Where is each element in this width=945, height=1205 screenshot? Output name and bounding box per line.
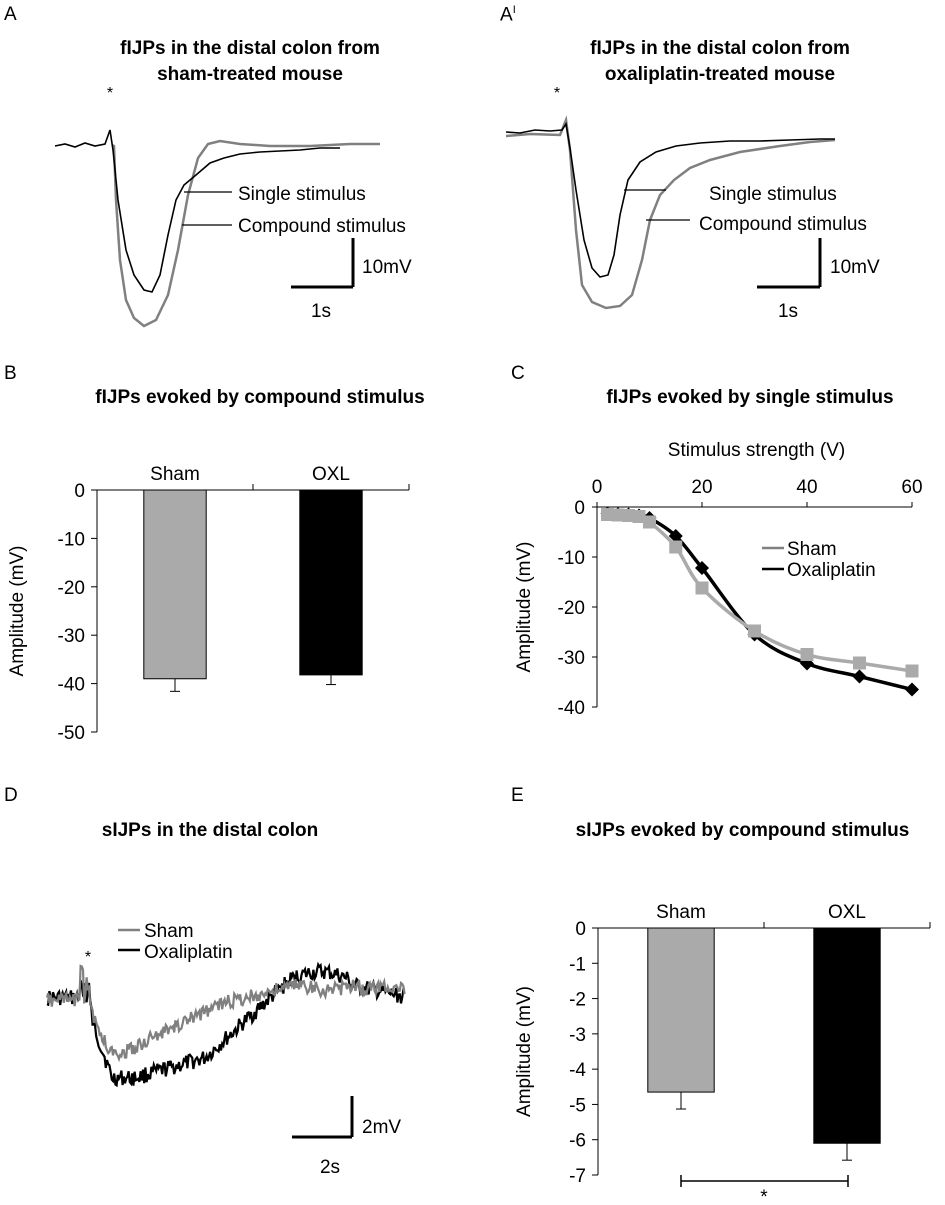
chart-b: 0 -10 -20 -30 -40 -50 Sham OXL Amplitude (mV) bbox=[7, 464, 410, 744]
panel-a-compound-trace bbox=[111, 139, 380, 328]
panel-letter-a-prime-sup: I bbox=[512, 4, 516, 16]
chart-e-bar-sham bbox=[647, 927, 715, 1093]
panel-a-prime-title: fIJPs in the distal colon from oxaliplat… bbox=[530, 36, 910, 88]
panel-a-prime-compound-label: Compound stimulus bbox=[699, 214, 867, 235]
chart-c-point-sham bbox=[611, 508, 625, 522]
chart-b-y-tick-label: -20 bbox=[58, 578, 85, 599]
chart-b-category-label-oxl: OXL bbox=[312, 464, 350, 485]
panel-letter-b: B bbox=[4, 363, 17, 384]
chart-c-y-tick-label: 0 bbox=[574, 498, 585, 519]
chart-b-bar-oxl bbox=[299, 489, 363, 676]
chart-c-point-sham bbox=[695, 581, 709, 595]
chart-c-point-sham bbox=[669, 540, 683, 554]
chart-e-category-label-sham: Sham bbox=[656, 902, 706, 923]
panel-d-star: * bbox=[85, 949, 91, 966]
chart-c-point-sham bbox=[622, 509, 635, 522]
panel-d-legend-sham-label: Sham bbox=[144, 921, 194, 942]
chart-c-point-sham bbox=[905, 664, 919, 678]
chart-c-x-tick-label: 0 bbox=[592, 477, 603, 498]
chart-e-y-tick-label: -2 bbox=[569, 990, 586, 1011]
chart-c-point-oxaliplatin bbox=[905, 682, 919, 697]
chart-c-x-tick-label: 40 bbox=[796, 477, 817, 498]
panel-letter-a-prime-base: A bbox=[500, 4, 513, 26]
panel-d-title: sIJPs in the distal colon bbox=[101, 820, 319, 841]
chart-b-bar-sham bbox=[143, 489, 207, 680]
chart-e-y-tick-label: -1 bbox=[569, 954, 586, 975]
chart-c-point-oxaliplatin bbox=[668, 529, 683, 543]
chart-c-y-tick-label: -40 bbox=[558, 698, 585, 719]
chart-b-y-tick-label: -50 bbox=[58, 723, 85, 744]
panel-d-scale-t-label: 2s bbox=[320, 1157, 340, 1178]
chart-c-y-tick-label: -20 bbox=[558, 598, 585, 619]
chart-c-y-axis-label: Amplitude (mV) bbox=[514, 542, 535, 673]
panel-a-single-label: Single stimulus bbox=[238, 184, 366, 205]
chart-b-y-tick-label: -30 bbox=[58, 626, 85, 647]
panel-letter-c: C bbox=[511, 363, 525, 384]
chart-e-y-tick-label: -3 bbox=[569, 1025, 586, 1046]
panel-a-title-line1: fIJPs in the distal colon from bbox=[120, 38, 380, 59]
chart-c: 0 20 40 60 0 -10 -20 -30 -40 Stimulus strength (V… bbox=[514, 440, 923, 719]
chart-b-category-label-sham: Sham bbox=[150, 464, 200, 485]
panel-a-prime-traces: * Single stimulus Compound stimulus 10mV… bbox=[505, 85, 880, 322]
chart-e-y-tick-label: 0 bbox=[575, 919, 586, 940]
chart-c-x-tick-label: 60 bbox=[901, 477, 922, 498]
panel-letter-d: D bbox=[4, 785, 18, 806]
panel-a-prime-title-line2: oxaliplatin-treated mouse bbox=[604, 64, 836, 85]
panel-d-traces: Sham Oxaliplatin * 2mV 2s bbox=[45, 921, 406, 1178]
panel-a-star: * bbox=[107, 85, 113, 102]
chart-b-y-axis-label: Amplitude (mV) bbox=[7, 546, 28, 677]
panel-e-title: sIJPs evoked by compound stimulus bbox=[575, 820, 910, 841]
panel-a-title-line2: sham-treated mouse bbox=[157, 64, 343, 85]
chart-b-y-tick-label: -40 bbox=[58, 675, 85, 696]
panel-b-title: fIJPs evoked by compound stimulus bbox=[95, 387, 425, 408]
chart-c-y-tick-label: -30 bbox=[558, 648, 585, 669]
chart-c-x-axis-label: Stimulus strength (V) bbox=[668, 440, 845, 461]
chart-c-legend-label-sham: Sham bbox=[787, 539, 837, 560]
panel-d-legend-oxl-label: Oxaliplatin bbox=[144, 942, 233, 963]
panel-d-sham-trace bbox=[45, 964, 406, 1063]
panel-a-prime-scale-v-label: 10mV bbox=[830, 257, 880, 278]
chart-b-y-tick-label: -10 bbox=[58, 529, 85, 550]
panel-a-single-trace bbox=[54, 129, 340, 293]
panel-a-scale-t-label: 1s bbox=[311, 301, 331, 322]
panel-c-title: fIJPs evoked by single stimulus bbox=[606, 387, 894, 408]
chart-b-y-tick-label: 0 bbox=[74, 481, 85, 502]
chart-e-bar-oxl bbox=[813, 927, 881, 1144]
chart-c-point-sham bbox=[748, 624, 761, 638]
chart-c-point-oxaliplatin bbox=[852, 669, 867, 684]
chart-c-x-tick-label: 20 bbox=[691, 477, 712, 498]
panel-a-prime-single-trace bbox=[505, 121, 835, 278]
chart-c-legend-label-oxaliplatin: Oxaliplatin bbox=[787, 560, 876, 581]
panel-a-title: fIJPs in the distal colon from sham-trea… bbox=[60, 36, 440, 88]
chart-e-significance-star: * bbox=[760, 1187, 768, 1205]
panel-d-scale-v-label: 2mV bbox=[362, 1117, 401, 1138]
panel-a-scale-v-label: 10mV bbox=[362, 257, 412, 278]
chart-e: 0 -1 -2 -3 -4 -5 -6 -7 Sham OXL Amplitude (mV) * bbox=[514, 902, 931, 1205]
chart-e-category-label-oxl: OXL bbox=[828, 902, 866, 923]
panel-letter-e: E bbox=[511, 785, 524, 806]
chart-c-y-tick-label: -10 bbox=[558, 548, 585, 569]
chart-c-point-sham bbox=[601, 508, 614, 521]
chart-e-y-axis-label: Amplitude (mV) bbox=[514, 986, 535, 1117]
chart-c-point-sham bbox=[643, 515, 656, 529]
chart-c-line-sham bbox=[607, 512, 913, 673]
panel-letter-a-prime: AI bbox=[500, 4, 516, 26]
chart-e-y-tick-label: -4 bbox=[569, 1060, 586, 1081]
chart-e-y-tick-label: -5 bbox=[569, 1095, 586, 1116]
panel-a-compound-label: Compound stimulus bbox=[238, 216, 406, 237]
chart-c-point-sham bbox=[853, 656, 866, 670]
chart-c-point-oxaliplatin bbox=[695, 561, 709, 575]
panel-a-prime-title-line1: fIJPs in the distal colon from bbox=[590, 38, 850, 59]
chart-e-y-tick-label: -6 bbox=[569, 1131, 586, 1152]
panel-a-prime-single-label: Single stimulus bbox=[709, 184, 837, 205]
chart-c-point-sham bbox=[800, 648, 814, 661]
chart-c-point-sham bbox=[632, 510, 646, 523]
panel-a-prime-scale-t-label: 1s bbox=[778, 301, 798, 322]
panel-d-oxaliplatin-trace bbox=[46, 961, 405, 1088]
panel-letter-a: A bbox=[4, 4, 17, 25]
panel-a-traces: * Single stimulus Compound stimulus 10mV… bbox=[54, 85, 412, 328]
chart-e-y-tick-label: -7 bbox=[569, 1166, 586, 1187]
panel-a-prime-star: * bbox=[554, 85, 560, 102]
